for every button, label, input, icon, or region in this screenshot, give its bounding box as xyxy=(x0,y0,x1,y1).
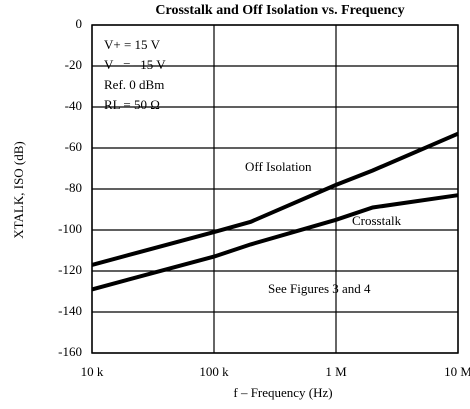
y-axis-label: XTALK, ISO (dB) xyxy=(11,141,26,239)
chart-title: Crosstalk and Off Isolation vs. Frequenc… xyxy=(155,3,404,18)
data-line xyxy=(91,193,459,292)
y-tick-label: -40 xyxy=(65,98,82,113)
data-line xyxy=(91,131,459,267)
y-tick-label: -100 xyxy=(58,221,82,236)
y-tick-label: 0 xyxy=(76,16,83,31)
annotation: V+ = 15 V xyxy=(104,37,161,52)
x-tick-label: 10 k xyxy=(81,364,104,379)
annotation: See Figures 3 and 4 xyxy=(268,281,371,296)
series-label: Off Isolation xyxy=(245,159,312,174)
y-tick-label: -120 xyxy=(58,262,82,277)
series-label: Crosstalk xyxy=(352,213,402,228)
y-tick-label: -140 xyxy=(58,303,82,318)
x-tick-label: 10 M xyxy=(444,364,470,379)
y-tick-label: -60 xyxy=(65,139,82,154)
y-tick-label: -20 xyxy=(65,57,82,72)
x-tick-label: 1 M xyxy=(325,364,347,379)
annotation: V– = –15 V xyxy=(104,57,166,72)
y-tick-label: -160 xyxy=(58,344,82,359)
x-tick-label: 100 k xyxy=(199,364,229,379)
annotation: Ref. 0 dBm xyxy=(104,77,164,92)
x-axis-label: f – Frequency (Hz) xyxy=(233,385,332,400)
annotation: RL = 50 Ω xyxy=(104,97,160,112)
y-tick-label: -80 xyxy=(65,180,82,195)
